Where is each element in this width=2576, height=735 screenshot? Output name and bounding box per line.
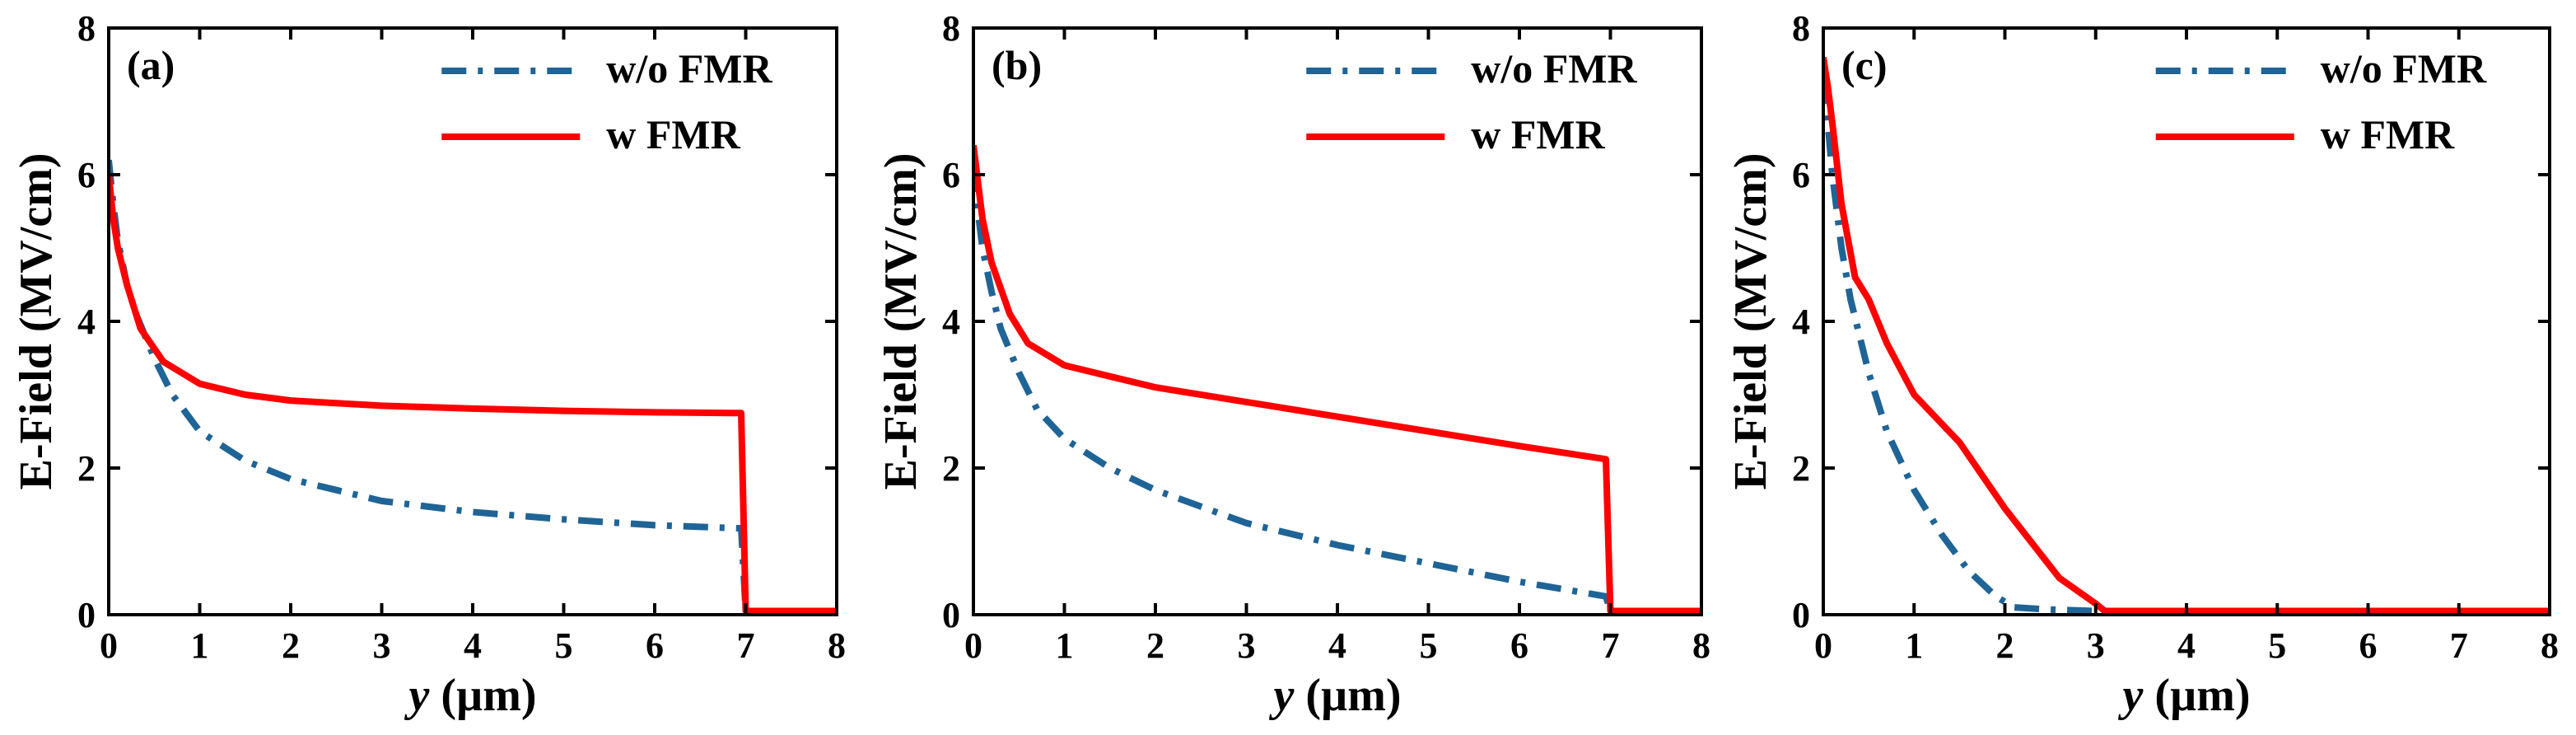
x-axis-title: y (µm) (2117, 670, 2250, 721)
x-tick-label: 2 (1996, 625, 2014, 666)
x-tick-label: 3 (373, 625, 391, 666)
legend-label-without-fmr: w/o FMR (606, 45, 772, 91)
y-axis-title: E-Field (MV/cm) (11, 153, 62, 490)
x-tick-label: 0 (964, 625, 982, 666)
y-tick-label: 6 (77, 155, 96, 195)
x-tick-label: 3 (1238, 625, 1256, 666)
series-line-with-fmr (109, 174, 837, 615)
x-tick-label: 0 (100, 625, 118, 666)
y-tick-label: 0 (942, 595, 960, 635)
x-tick-label: 4 (1328, 625, 1346, 666)
x-axis-title-variable: y (404, 670, 430, 721)
x-tick-label: 6 (2359, 625, 2378, 666)
x-tick-label: 1 (191, 625, 209, 666)
x-tick-label: 1 (1056, 625, 1074, 666)
y-axis-title: E-Field (MV/cm) (875, 153, 926, 490)
x-tick-label: 6 (646, 625, 664, 666)
x-tick-label: 6 (1510, 625, 1528, 666)
y-tick-label: 8 (1792, 8, 1810, 49)
panel-label: (b) (992, 42, 1042, 88)
chart-panel-2: 0 1 2 3 4 5 6 7 8 0 2 4 6 8 y (µm) E-Field (MV/cm) (b) w/… (875, 8, 1710, 721)
x-tick-label: 4 (2177, 625, 2196, 666)
x-axis-title-variable: y (1268, 670, 1295, 721)
x-axis-title-unit: (µm) (2143, 670, 2250, 721)
y-tick-label: 4 (77, 302, 96, 342)
panel-label: (a) (127, 42, 175, 88)
y-tick-label: 0 (77, 595, 96, 635)
x-tick-label: 0 (1814, 625, 1832, 666)
x-tick-label: 7 (737, 625, 755, 666)
series-line-without-fmr (1823, 78, 2550, 615)
y-tick-label: 2 (942, 448, 960, 489)
chart-panel-3: 0 1 2 3 4 5 6 7 8 0 2 4 6 8 y (µm) E-Field (MV/cm) (c) w/… (1725, 8, 2559, 721)
x-tick-label: 4 (464, 625, 482, 666)
series-line-with-fmr (973, 144, 1701, 615)
y-axis-title: E-Field (MV/cm) (1725, 153, 1776, 490)
x-tick-label: 2 (282, 625, 300, 666)
legend-label-with-fmr: w FMR (2321, 111, 2455, 157)
y-tick-label: 2 (77, 448, 96, 489)
legend-label-with-fmr: w FMR (1471, 111, 1605, 157)
y-tick-label: 4 (1792, 302, 1810, 342)
y-tick-label: 0 (1792, 595, 1810, 635)
chart-panel-1: 0 1 2 3 4 5 6 7 8 0 2 4 6 8 y (µm) E-Field (MV/cm) (a) w/… (11, 8, 846, 721)
y-tick-label: 8 (77, 8, 96, 49)
x-axis-title-unit: (µm) (1294, 670, 1401, 721)
x-tick-label: 5 (555, 625, 573, 666)
y-tick-label: 6 (942, 155, 960, 195)
legend-label-without-fmr: w/o FMR (1471, 45, 1637, 91)
y-tick-label: 6 (1792, 155, 1810, 195)
series-line-with-fmr (1823, 56, 2550, 615)
x-tick-label: 2 (1146, 625, 1164, 666)
x-tick-label: 8 (2541, 625, 2559, 666)
x-tick-label: 8 (1692, 625, 1710, 666)
x-tick-label: 8 (828, 625, 846, 666)
legend-label-without-fmr: w/o FMR (2321, 45, 2487, 91)
x-tick-label: 7 (2450, 625, 2468, 666)
x-tick-label: 3 (2087, 625, 2105, 666)
x-tick-label: 5 (1420, 625, 1438, 666)
y-tick-label: 2 (1792, 448, 1810, 489)
x-tick-label: 1 (1905, 625, 1923, 666)
panel-label: (c) (1841, 42, 1888, 88)
x-tick-label: 7 (1602, 625, 1620, 666)
x-axis-title-unit: (µm) (429, 670, 536, 721)
legend-label-with-fmr: w FMR (606, 111, 740, 157)
y-tick-label: 8 (942, 8, 960, 49)
x-axis-title: y (µm) (1268, 670, 1401, 721)
x-tick-label: 5 (2268, 625, 2286, 666)
y-tick-label: 4 (942, 302, 960, 342)
x-axis-title: y (µm) (404, 670, 536, 721)
x-axis-title-variable: y (2117, 670, 2144, 721)
series-line-without-fmr (973, 166, 1701, 615)
